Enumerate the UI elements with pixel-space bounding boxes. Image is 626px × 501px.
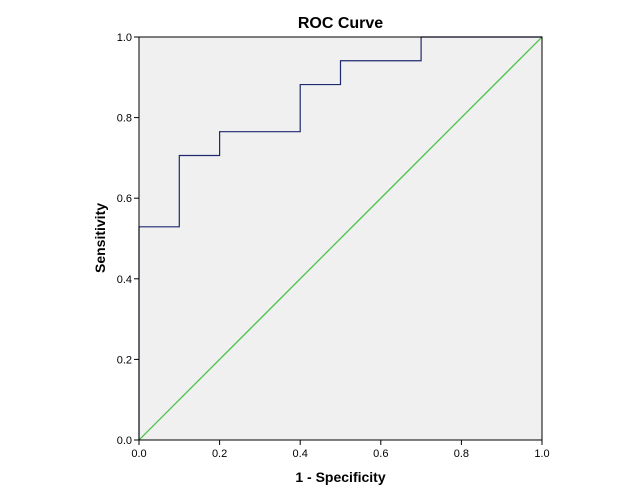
- y-tick-label: 0.0: [117, 435, 132, 447]
- x-tick-label: 0.4: [293, 448, 308, 460]
- roc-curve-line: [138, 36, 542, 440]
- y-tick-label: 0.4: [117, 274, 132, 286]
- x-axis-ticks: 0.0 0.2 0.4 0.6 0.8 1.0: [131, 440, 550, 460]
- x-tick-label: 0.6: [373, 448, 388, 460]
- x-tick-label: 0.2: [212, 448, 227, 460]
- series-layer: [138, 36, 543, 441]
- y-tick-label: 0.2: [117, 354, 132, 366]
- reference-line: [138, 36, 543, 441]
- y-tick-label: 1.0: [117, 32, 132, 44]
- y-tick-label: 0.6: [117, 193, 132, 205]
- y-axis-label: Sensitivity: [92, 203, 108, 273]
- plot-frame: [138, 36, 543, 441]
- x-tick-label: 1.0: [534, 448, 549, 460]
- y-axis-ticks: 0.0 0.2 0.4 0.6 0.8 1.0: [117, 32, 139, 447]
- chart-title: ROC Curve: [298, 15, 383, 32]
- x-tick-label: 0.0: [131, 448, 146, 460]
- x-tick-label: 0.8: [454, 448, 469, 460]
- y-tick-label: 0.8: [117, 113, 132, 125]
- x-axis-label: 1 - Specificity: [295, 469, 385, 485]
